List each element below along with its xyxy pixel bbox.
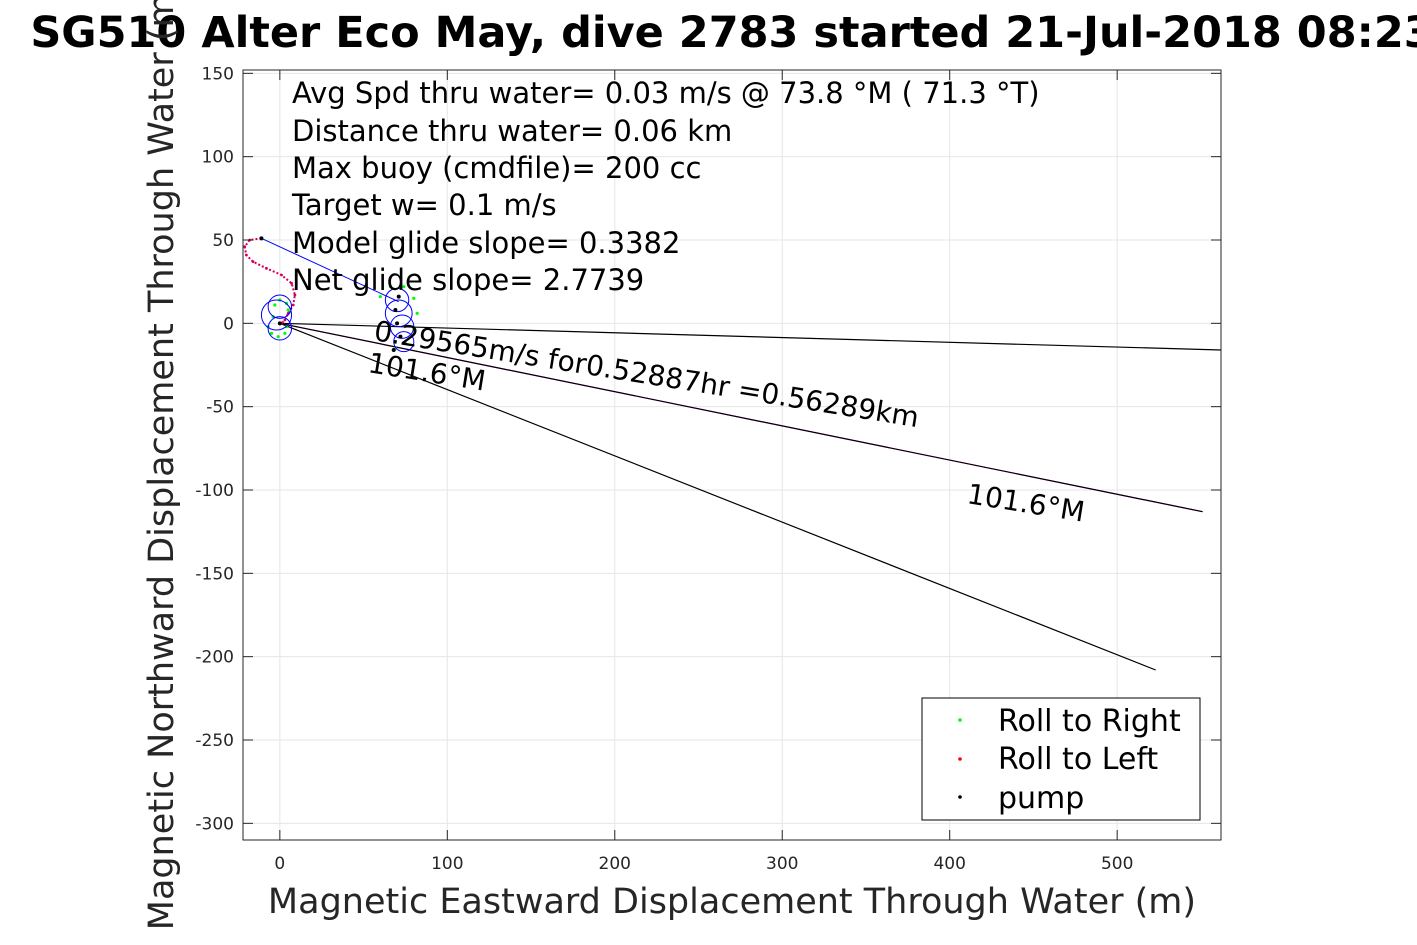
track-loop: [384, 299, 413, 328]
legend: Roll to Right Roll to Left pump: [921, 697, 1201, 821]
stat-line: Avg Spd thru water= 0.03 m/s @ 73.8 °M (…: [292, 76, 1040, 110]
roll-right-point: [402, 285, 406, 289]
pump-point: [391, 348, 396, 352]
heading-line: [279, 322, 1222, 351]
roll-left-point: [244, 253, 248, 257]
legend-marker-pump: [958, 795, 962, 799]
x-axis-label: Magnetic Eastward Displacement Through W…: [268, 882, 1196, 922]
stat-line: Max buoy (cmdfile)= 200 cc: [292, 151, 701, 185]
y-tick-label: 100: [202, 148, 234, 168]
legend-label-roll-left: Roll to Left: [998, 742, 1158, 777]
roll-right-point: [269, 331, 274, 335]
y-tick-label: 150: [202, 64, 234, 84]
x-tick-label: 200: [599, 854, 631, 874]
roll-left-point: [283, 318, 287, 322]
roll-left-point: [293, 293, 297, 297]
legend-box: [921, 697, 1201, 821]
x-tick-label: 300: [766, 854, 798, 874]
roll-right-point: [378, 295, 382, 299]
stats-block: Avg Spd thru water= 0.03 m/s @ 73.8 °M (…: [291, 76, 1040, 297]
chart-title: SG510 Alter Eco May, dive 2783 started 2…: [30, 8, 1417, 58]
stat-line: Net glide slope= 2.7739: [292, 263, 644, 297]
roll-right-point: [286, 308, 290, 312]
y-axis-label: Magnetic Northward Displacement Through …: [142, 0, 182, 930]
track-connector: [261, 237, 399, 303]
track-loop: [393, 331, 415, 353]
y-tick-label: -50: [206, 398, 234, 418]
roll-left-point: [280, 273, 283, 277]
track-loop: [267, 294, 293, 319]
legend-marker-roll-left: [958, 757, 962, 761]
pump-point: [393, 308, 398, 312]
heading-line: [279, 322, 1156, 671]
track-loop: [384, 287, 410, 313]
roll-right-point: [283, 331, 287, 335]
y-tick-label: 0: [223, 314, 234, 334]
legend-label-roll-right: Roll to Right: [998, 704, 1181, 739]
y-tick-label: -200: [195, 648, 234, 668]
ticks: [243, 70, 1221, 840]
legend-marker-roll-right: [958, 718, 962, 722]
y-tick-label: -250: [195, 731, 234, 751]
x-tick-label: 400: [933, 854, 965, 874]
track-loop: [267, 316, 293, 341]
stat-line: Distance thru water= 0.06 km: [292, 114, 732, 148]
data-layer: [243, 236, 1222, 671]
roll-right-point: [388, 285, 392, 289]
pump-point: [277, 321, 282, 326]
y-tick-label: 50: [212, 231, 234, 251]
roll-right-point: [412, 296, 416, 300]
roll-left-point: [251, 260, 255, 264]
roll-left-point: [291, 303, 295, 307]
stat-line: Target w= 0.1 m/s: [291, 188, 557, 222]
track-loop: [389, 314, 415, 339]
heading-line: [279, 322, 1203, 513]
track-loop: [260, 299, 293, 331]
stat-line: Model glide slope= 0.3382: [292, 226, 680, 260]
roll-right-point: [415, 311, 419, 315]
roll-left-point: [265, 266, 268, 270]
x-tick-label: 500: [1101, 854, 1133, 874]
pump-point: [396, 294, 401, 299]
y-tick-label: -100: [195, 481, 234, 501]
pump-point: [395, 321, 400, 326]
plot-frame: [242, 69, 1222, 841]
legend-label-pump: pump: [998, 781, 1084, 816]
roll-left-point: [290, 281, 293, 285]
y-tick-label: -300: [195, 814, 234, 834]
tick-labels: 0 100 200 300 400 500150100500-50-100-150-200…: [195, 64, 1133, 874]
x-tick-label: 100: [431, 854, 463, 874]
roll-right-point: [276, 335, 280, 339]
grid: [243, 70, 1221, 840]
roll-left-point: [243, 245, 247, 249]
roll-right-point: [273, 303, 277, 307]
roll-right-point: [403, 341, 408, 345]
pump-point: [259, 236, 264, 241]
pump-point: [398, 334, 403, 339]
x-tick-label: 0: [274, 854, 285, 874]
y-tick-label: -150: [195, 564, 234, 584]
